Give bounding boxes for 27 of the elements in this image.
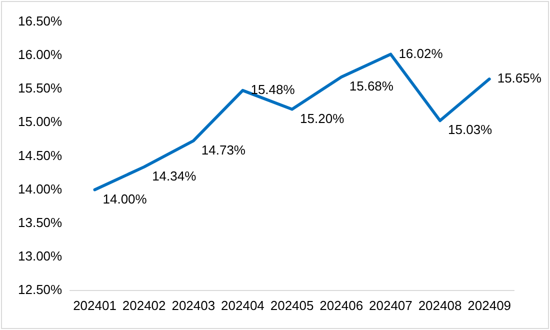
y-tick-label: 13.50% — [18, 214, 63, 230]
x-tick-label: 202406 — [320, 298, 364, 313]
y-tick-label: 16.50% — [18, 14, 63, 29]
data-label: 15.68% — [349, 78, 394, 94]
y-tick-label: 14.00% — [18, 181, 63, 196]
y-tick-label: 15.00% — [18, 114, 63, 130]
data-label: 14.34% — [152, 168, 197, 184]
x-tick-label: 202403 — [172, 298, 216, 313]
data-label: 15.48% — [250, 82, 296, 98]
x-tick-label: 202402 — [122, 298, 166, 313]
data-label: 15.20% — [300, 110, 345, 126]
data-label: 14.00% — [102, 191, 148, 206]
x-tick-label: 202409 — [468, 298, 512, 313]
y-tick-label: 15.50% — [18, 80, 63, 96]
x-tick-label: 202404 — [221, 298, 264, 313]
x-tick-label: 202401 — [73, 298, 116, 313]
x-tick-label: 202408 — [418, 298, 462, 313]
y-tick-label: 13.00% — [18, 248, 63, 264]
x-tick-label: 202407 — [368, 298, 412, 313]
data-label: 15.65% — [497, 70, 542, 86]
y-tick-label: 16.00% — [18, 47, 63, 62]
data-label: 16.02% — [398, 46, 444, 61]
y-tick-label: 14.50% — [18, 148, 63, 163]
data-label: 15.03% — [448, 122, 493, 138]
x-tick-label: 202405 — [270, 298, 314, 313]
y-tick-label: 12.50% — [18, 282, 63, 297]
data-label: 14.73% — [201, 142, 246, 158]
